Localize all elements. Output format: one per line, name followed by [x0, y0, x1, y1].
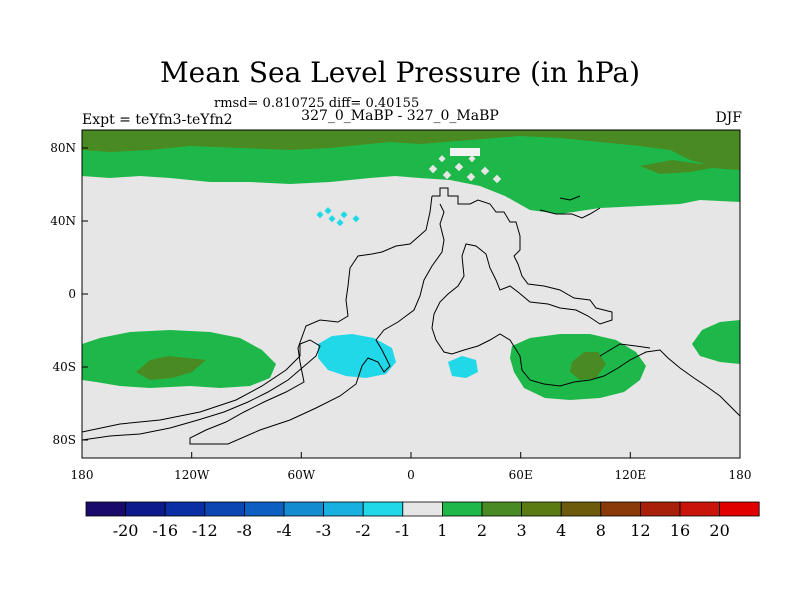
- colorbar-label: -4: [276, 521, 292, 540]
- colorbar-swatch: [243, 501, 285, 517]
- colorbar-label: 1: [437, 521, 447, 540]
- map-title: Mean Sea Level Pressure (in hPa): [159, 56, 641, 89]
- colorbar-swatch: [481, 501, 522, 517]
- map-subtitle: 327_0_MaBP - 327_0_MaBP: [301, 108, 499, 124]
- lon-label: 60W: [287, 468, 315, 482]
- colorbar-label: -3: [316, 521, 332, 540]
- lon-labels: 180 120W 60W 0 60E 120E 180: [71, 468, 752, 482]
- lat-labels: 80N 40N 0 40S 80S: [50, 141, 76, 447]
- north-speckles: [420, 148, 502, 189]
- lon-label: 180: [71, 468, 94, 482]
- lon-label: 0: [407, 468, 415, 482]
- negative-region-africa-south: [448, 356, 478, 378]
- southeast-ridge: [599, 343, 651, 357]
- season-label: DJF: [715, 110, 742, 126]
- colorbar-swatch: [323, 501, 364, 517]
- land-outlines: [82, 187, 740, 445]
- colorbar-label: -1: [395, 521, 411, 540]
- colorbar-swatch: [560, 501, 602, 517]
- colorbar-swatch: [640, 501, 681, 517]
- continent-central: [189, 195, 445, 445]
- lat-label: 80N: [50, 141, 76, 155]
- colorbar-swatch: [402, 501, 443, 517]
- colorbar-label: -12: [192, 521, 218, 540]
- lon-label: 180: [729, 468, 752, 482]
- lat-label: 0: [68, 287, 76, 301]
- colorbar-swatch: [441, 501, 483, 517]
- positive-region-south-indian-core: [570, 352, 606, 380]
- lat-label: 80S: [53, 433, 77, 447]
- colorbar-label: -20: [113, 521, 139, 540]
- positive-region-north-strong-2: [640, 160, 740, 174]
- axis-ticks: [81, 147, 741, 458]
- colorbar-label: 8: [596, 521, 606, 540]
- positive-region-east-edge: [692, 320, 740, 364]
- colorbar-label: -16: [152, 521, 178, 540]
- colorbar-label: -2: [355, 521, 371, 540]
- arctic-coast: [539, 195, 601, 219]
- colorbar-swatch: [283, 501, 324, 517]
- negative-region-south-atlantic: [318, 334, 396, 378]
- colorbar-swatch: [521, 501, 562, 517]
- colorbar-swatch: [125, 501, 166, 517]
- continent-southwest: [82, 339, 321, 441]
- positive-region-north-band: [82, 130, 740, 214]
- experiment-label: Expt = teYfn3-teYfn2: [82, 112, 233, 128]
- colorbar-swatch: [204, 501, 245, 517]
- lat-label: 40S: [53, 360, 77, 374]
- lon-label: 120E: [614, 468, 646, 482]
- colorbar-swatch: [85, 501, 126, 517]
- lat-label: 40N: [50, 214, 76, 228]
- colorbar: -20 -16 -12 -8 -4 -3 -2 -1 1 2 3 4 8 12 16 20: [85, 501, 760, 540]
- continent-east: [431, 187, 740, 417]
- colorbar-swatch: [719, 501, 760, 517]
- colorbar-label: 20: [709, 521, 729, 540]
- stats-line: rmsd= 0.810725 diff= 0.40155: [214, 96, 420, 111]
- colorbar-label: 16: [670, 521, 690, 540]
- colorbar-label: 4: [556, 521, 566, 540]
- positive-region-north-strong: [82, 130, 740, 170]
- colorbar-label: 3: [517, 521, 527, 540]
- colorbar-swatch: [600, 501, 641, 517]
- colorbar-label: 2: [477, 521, 487, 540]
- lon-label: 60E: [509, 468, 533, 482]
- lon-label: 120W: [174, 468, 210, 482]
- positive-region-south-pacific-core: [136, 356, 206, 380]
- colorbar-swatch: [362, 501, 404, 517]
- colorbar-label: -8: [237, 521, 253, 540]
- negative-speckles-north: [316, 207, 360, 227]
- colorbar-swatch: [679, 501, 720, 517]
- colorbar-swatch: [164, 501, 206, 517]
- colorbar-label: 12: [630, 521, 650, 540]
